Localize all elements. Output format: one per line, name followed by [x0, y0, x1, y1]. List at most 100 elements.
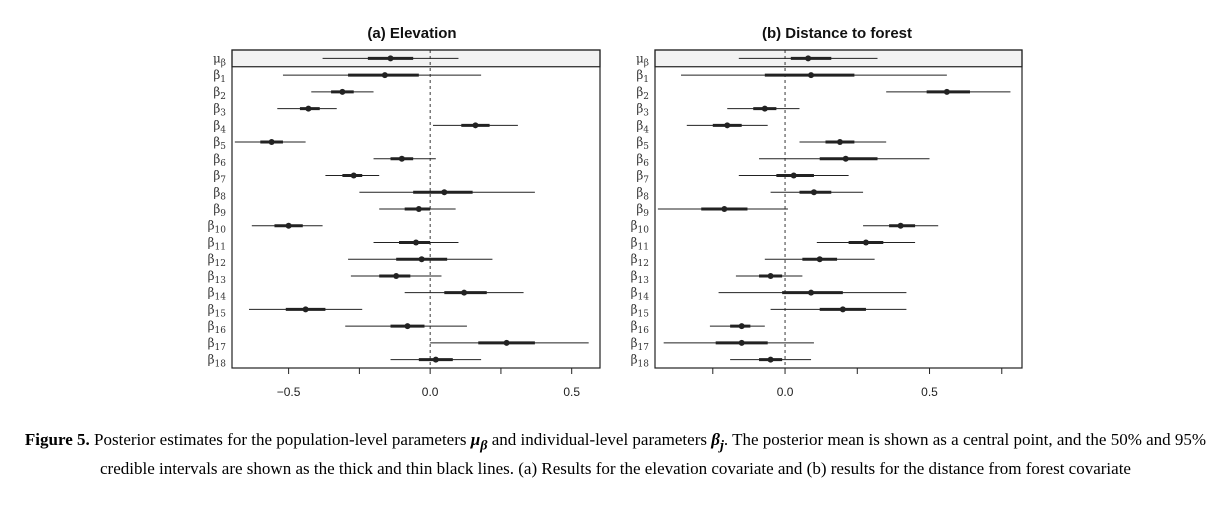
row-label-β14: β14 — [208, 286, 227, 303]
mean-point-β16 — [738, 323, 745, 330]
mean-point-β18 — [432, 356, 439, 363]
row-label-symbol: β — [631, 252, 638, 266]
panel-title: (b) Distance to forest — [762, 25, 912, 42]
mean-point-β13 — [393, 272, 400, 279]
row-label-β2: β2 — [213, 85, 226, 102]
caption-mu-symbol: μ — [470, 430, 481, 449]
caption-text-2: and individual-level parameters — [491, 430, 707, 449]
row-label-symbol: β — [631, 219, 638, 233]
row-label-subscript: 1 — [643, 75, 649, 85]
caption-beta-symbol: β — [711, 430, 720, 449]
row-label-subscript: 11 — [638, 242, 649, 252]
row-label-β9: β9 — [213, 202, 226, 219]
row-label-β12: β12 — [208, 252, 226, 269]
row-label-subscript: 2 — [220, 92, 226, 102]
row-label-symbol: β — [208, 269, 215, 283]
row-label-symbol: β — [631, 269, 638, 283]
row-label-symbol: β — [208, 336, 215, 350]
row-label-symbol: β — [636, 85, 643, 99]
mean-point-β17 — [738, 339, 745, 346]
row-label-symbol: β — [636, 169, 643, 183]
row-label-β7: β7 — [213, 169, 226, 186]
row-label-β5: β5 — [636, 135, 649, 152]
row-label-symbol: β — [636, 152, 643, 166]
row-label-subscript: 6 — [643, 159, 649, 169]
row-label-symbol: β — [208, 319, 215, 333]
row-label-symbol: β — [631, 235, 638, 249]
mean-point-β8 — [810, 189, 817, 196]
row-label-subscript: 14 — [638, 293, 650, 303]
row-label-μβ: μβ — [636, 51, 649, 68]
row-label-symbol: β — [213, 169, 220, 183]
row-label-β17: β17 — [208, 336, 227, 353]
mean-point-μβ — [805, 55, 812, 62]
mean-point-β6 — [398, 155, 405, 162]
panel-distance-to-forest: (b) Distance to forestμββ1β2β3β4β5β6β7β8… — [631, 25, 1023, 399]
mean-point-β12 — [816, 256, 823, 263]
x-tick-label: 0.0 — [422, 385, 439, 399]
row-label-subscript: 1 — [220, 75, 226, 85]
caption-beta-subscript: j — [719, 437, 724, 454]
row-label-β4: β4 — [213, 118, 226, 135]
row-label-symbol: β — [208, 252, 215, 266]
row-label-β16: β16 — [631, 319, 650, 336]
x-tick-label: 0.5 — [921, 385, 938, 399]
mean-point-β3 — [305, 105, 312, 112]
row-label-symbol: β — [208, 219, 215, 233]
panel-title: (a) Elevation — [367, 25, 456, 42]
row-label-symbol: β — [213, 102, 220, 116]
row-label-β10: β10 — [208, 219, 227, 236]
plot-frame — [654, 49, 1023, 369]
row-label-subscript: 9 — [643, 209, 649, 219]
mean-point-β2 — [943, 88, 950, 95]
mean-point-β11 — [862, 239, 869, 246]
x-tick-label: 0.5 — [563, 385, 580, 399]
row-label-symbol: β — [631, 336, 638, 350]
row-label-symbol: β — [213, 85, 220, 99]
row-label-β10: β10 — [631, 219, 650, 236]
caption-text-3: . The posterior mean is shown as a centr… — [100, 430, 1207, 479]
row-label-subscript: 7 — [643, 176, 649, 186]
row-label-subscript: 4 — [220, 125, 226, 135]
row-label-β6: β6 — [213, 152, 226, 169]
row-label-subscript: 16 — [638, 326, 650, 336]
row-label-β13: β13 — [208, 269, 227, 286]
row-label-β3: β3 — [213, 102, 226, 119]
row-label-subscript: 17 — [215, 343, 227, 353]
row-label-β17: β17 — [631, 336, 650, 353]
mean-point-β8 — [441, 189, 448, 196]
mean-point-β5 — [836, 139, 843, 146]
row-label-μβ: μβ — [213, 51, 226, 68]
x-tick-label: 0.0 — [777, 385, 794, 399]
row-label-subscript: 12 — [215, 259, 226, 269]
figure-caption: Figure 5. Posterior estimates for the po… — [10, 428, 1221, 481]
row-label-subscript: β — [221, 58, 226, 68]
row-label-symbol: β — [636, 102, 643, 116]
row-label-subscript: β — [644, 58, 649, 68]
row-label-β8: β8 — [636, 185, 649, 202]
row-label-symbol: β — [631, 286, 638, 300]
mean-point-β17 — [503, 339, 510, 346]
row-label-symbol: β — [213, 68, 220, 82]
caption-label: Figure 5. — [24, 430, 90, 449]
row-label-subscript: 2 — [643, 92, 649, 102]
row-label-subscript: 8 — [220, 192, 226, 202]
row-label-symbol: β — [208, 302, 215, 316]
mean-point-β2 — [339, 88, 346, 95]
plot-frame — [231, 49, 601, 369]
row-label-β4: β4 — [636, 118, 649, 135]
mean-point-β15 — [839, 306, 846, 313]
row-label-symbol: β — [213, 185, 220, 199]
row-label-symbol: β — [213, 152, 220, 166]
row-label-β8: β8 — [213, 185, 226, 202]
mean-point-μβ — [387, 55, 394, 62]
row-label-subscript: 10 — [638, 226, 650, 236]
row-label-subscript: 4 — [643, 125, 649, 135]
row-label-subscript: 15 — [638, 309, 650, 319]
row-label-symbol: β — [208, 286, 215, 300]
mean-point-β7 — [350, 172, 357, 179]
mean-point-β11 — [413, 239, 419, 246]
row-label-symbol: β — [631, 353, 638, 367]
row-label-subscript: 17 — [638, 343, 650, 353]
row-label-symbol: β — [636, 185, 643, 199]
